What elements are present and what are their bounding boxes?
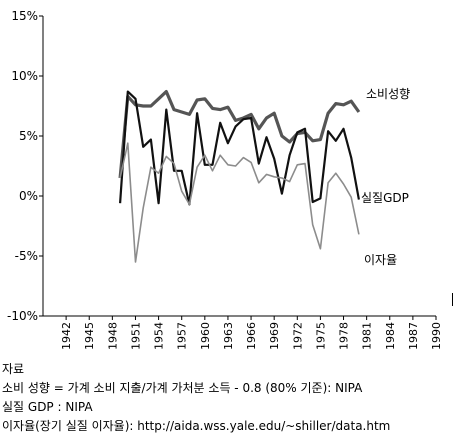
series-line-interest	[119, 142, 360, 263]
source-line-interest: 이자율(장기 실질 이자율): http://aida.wss.yale.edu…	[2, 419, 391, 433]
x-tick-label: 1954	[153, 322, 166, 350]
line-chart: 15%10%5%0%-5%-10% 1942 1945 1948 1951 1954 19…	[7, 9, 443, 350]
chart-axes	[39, 15, 437, 320]
x-tick-label: 1972	[291, 322, 304, 350]
y-tick-labels: 15% 10% 5% 0% -5% -10%	[7, 9, 38, 323]
y-tick-label: 0%	[19, 189, 38, 203]
y-tick-label: 15%	[11, 9, 38, 23]
series-label-interest: 이자율	[364, 253, 397, 267]
x-tick-label: 1978	[338, 322, 351, 350]
x-tick-label: 1951	[129, 322, 142, 350]
x-tick-label: 1984	[384, 322, 397, 350]
y-tick-label: 5%	[19, 129, 38, 143]
y-tick-label: 10%	[11, 69, 38, 83]
x-tick-label: 1987	[407, 322, 420, 350]
series-line-consumption	[118, 90, 361, 179]
series-line-gdp	[119, 90, 360, 206]
x-tick-label: 1942	[60, 322, 73, 350]
source-line-consumption: 소비 성향 = 가계 소비 지출/가계 가처분 소득 - 0.8 (80% 기준…	[2, 381, 363, 395]
x-tick-label: 1960	[199, 322, 212, 350]
x-tick-label: 1957	[176, 322, 189, 350]
series-label-gdp: 실질GDP	[361, 191, 409, 205]
text-cursor	[452, 293, 453, 306]
series-label-consumption: 소비성향	[366, 87, 410, 101]
source-heading: 자료	[2, 362, 25, 376]
x-tick-label: 1966	[245, 322, 258, 350]
x-tick-label: 1981	[361, 322, 374, 350]
y-tick-label: -10%	[7, 309, 38, 323]
series-lines	[118, 90, 361, 263]
x-tick-label: 1969	[268, 322, 281, 350]
x-tick-label: 1948	[106, 322, 119, 350]
x-tick-label: 1975	[314, 322, 327, 350]
x-tick-label: 1963	[222, 322, 235, 350]
x-tick-label: 1990	[430, 322, 443, 350]
x-tick-labels: 1942 1945 1948 1951 1954 1957 1960 1963 1966 1969…	[60, 322, 443, 350]
y-tick-label: -5%	[15, 249, 38, 263]
x-tick-label: 1945	[83, 322, 96, 350]
source-line-gdp: 실질 GDP : NIPA	[2, 400, 93, 414]
